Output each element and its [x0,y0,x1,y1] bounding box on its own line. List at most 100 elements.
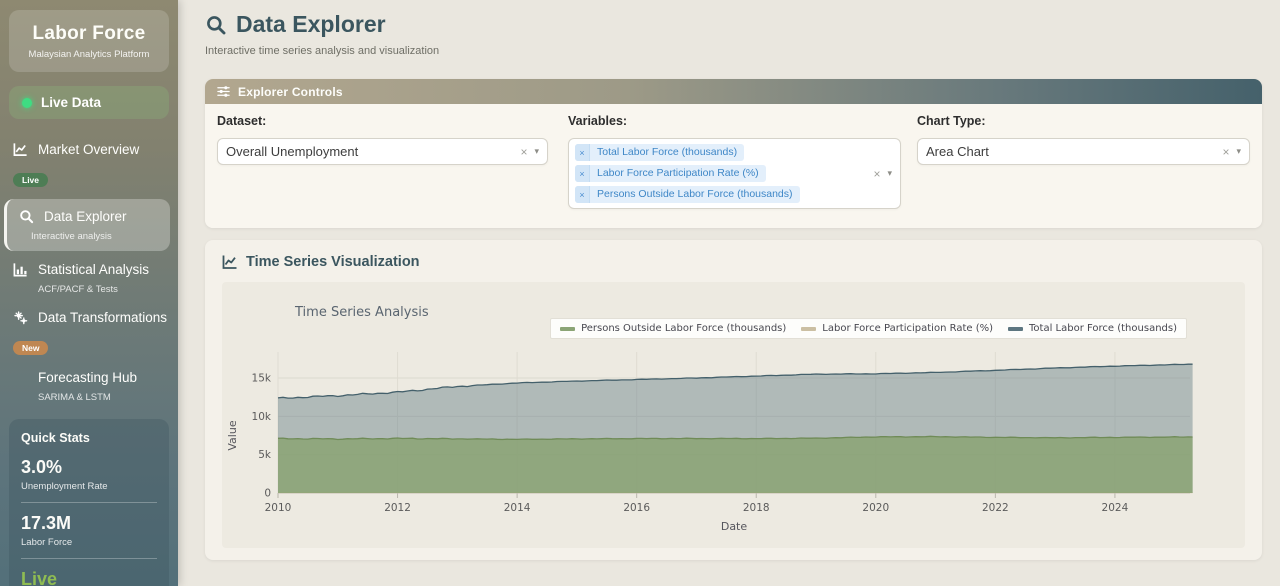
chevron-down-icon[interactable]: ▾ [1236,146,1241,156]
sidebar-item-label: Forecasting Hub [38,370,138,385]
legend-label: Total Labor Force (thousands) [1029,323,1177,334]
clear-icon[interactable]: × [1222,144,1230,159]
svg-text:5k: 5k [258,449,272,461]
chart-line-icon [13,142,28,157]
chart-type-select[interactable]: Area Chart × ▾ [917,138,1250,165]
sliders-icon [217,85,230,98]
clear-icon[interactable]: × [873,166,881,181]
svg-text:0: 0 [264,488,271,500]
divider [21,558,157,559]
variables-control: Variables: × Total Labor Force (thousands… [568,114,901,209]
legend-swatch [801,326,817,331]
live-status-dot-icon [22,97,32,108]
explorer-controls-title: Explorer Controls [238,84,343,99]
viz-header: Time Series Visualization [222,254,420,270]
remove-tag-icon[interactable]: × [575,186,590,203]
remove-tag-icon[interactable]: × [575,165,590,182]
sidebar-item-label: Data Explorer [44,209,127,224]
quick-stat: 3.0% Unemployment Rate [21,457,157,492]
sidebar-item-data-transformations[interactable]: Data Transformations [0,303,172,331]
legend-item[interactable]: Persons Outside Labor Force (thousands) [560,323,786,334]
dataset-control: Dataset: Overall Unemployment × ▾ [217,114,548,165]
sidebar-item-label: Statistical Analysis [38,262,150,277]
sidebar-header: Labor Force Malaysian Analytics Platform [9,10,169,72]
badge-new: New [13,341,49,355]
dataset-label: Dataset: [217,114,267,128]
clear-icon[interactable]: × [520,144,528,159]
quick-stats-title: Quick Stats [21,431,90,445]
sidebar-nav: Market Overview Live Data Explorer Interact… [0,135,178,409]
variables-multiselect[interactable]: × Total Labor Force (thousands) × Labor For… [568,138,901,209]
sidebar-item-data-explorer[interactable]: Data Explorer Interactive analysis [4,199,170,251]
svg-text:15k: 15k [252,373,272,385]
spacer [13,370,28,385]
chevron-down-icon[interactable]: ▾ [887,168,892,178]
dataset-value: Overall Unemployment [226,144,359,159]
chart-title: Time Series Analysis [295,305,429,320]
sidebar: Labor Force Malaysian Analytics Platform… [0,0,178,586]
chart-type-value: Area Chart [926,144,989,159]
chart-line-icon [222,254,238,270]
app-subtitle: Malaysian Analytics Platform [28,49,150,60]
svg-text:Date: Date [721,520,748,533]
legend-item[interactable]: Labor Force Participation Rate (%) [801,323,993,334]
live-data-label: Live Data [41,95,102,110]
dataset-select[interactable]: Overall Unemployment × ▾ [217,138,548,165]
svg-text:10k: 10k [252,411,272,423]
svg-text:2020: 2020 [862,502,889,514]
chart-panel: Time Series Analysis 2010 2012 2014 2016 201… [222,282,1245,548]
stat-value: Live [21,569,58,586]
page-subtitle: Interactive time series analysis and vis… [205,45,440,57]
sidebar-item-subtitle: ACF/PACF & Tests [38,284,118,295]
tag-label: Labor Force Participation Rate (%) [597,167,759,179]
viz-title: Time Series Visualization [246,254,420,270]
variable-tag[interactable]: × Persons Outside Labor Force (thousands) [575,186,800,203]
svg-text:2012: 2012 [384,502,411,514]
variable-tag[interactable]: × Total Labor Force (thousands) [575,144,745,161]
search-icon [205,14,227,36]
live-data-button[interactable]: Live Data [9,86,169,119]
remove-tag-icon[interactable]: × [575,144,590,161]
divider [21,502,157,503]
area-chart[interactable]: 2010 2012 2014 2016 2018 2020 2022 2024 0 5k 10k 15… [222,282,1245,548]
time-series-viz-card: Time Series Visualization Time Series An… [205,240,1262,560]
chevron-down-icon[interactable]: ▾ [534,146,539,156]
chart-type-label: Chart Type: [917,114,986,128]
search-icon [19,209,34,224]
sidebar-item-forecasting-hub[interactable]: Forecasting Hub SARIMA & LSTM [0,363,172,409]
sidebar-item-market-overview[interactable]: Market Overview [0,135,172,163]
chart-type-control: Chart Type: Area Chart × ▾ [917,114,1250,165]
sidebar-item-label: Market Overview [38,142,140,157]
main-content: Data Explorer Interactive time series an… [178,0,1280,586]
stat-label: Unemployment Rate [21,481,108,492]
svg-text:2010: 2010 [265,502,292,514]
explorer-controls-body: Dataset: Overall Unemployment × ▾ Variab… [205,104,1262,228]
tag-label: Total Labor Force (thousands) [597,146,738,158]
svg-text:2024: 2024 [1102,502,1129,514]
svg-text:Value: Value [226,420,239,450]
variables-label: Variables: [568,114,628,128]
quick-stats-list: 3.0% Unemployment Rate 17.3M Labor Force Liv… [21,457,157,586]
svg-text:2014: 2014 [504,502,531,514]
variables-tags: × Total Labor Force (thousands) × Labor For… [575,144,868,203]
tag-label: Persons Outside Labor Force (thousands) [597,188,793,200]
stat-value: 3.0% [21,457,63,477]
app-title: Labor Force [32,23,146,44]
explorer-controls-header[interactable]: Explorer Controls [205,79,1262,104]
variable-tag[interactable]: × Labor Force Participation Rate (%) [575,165,766,182]
legend-item[interactable]: Total Labor Force (thousands) [1008,323,1177,334]
bar-chart-icon [13,262,28,277]
page-header: Data Explorer Interactive time series an… [205,11,439,57]
svg-text:2018: 2018 [743,502,770,514]
sidebar-item-subtitle: SARIMA & LSTM [38,392,111,403]
quick-stat: 17.3M Labor Force [21,513,157,548]
sidebar-item-label: Data Transformations [38,310,168,325]
page-title: Data Explorer [236,11,386,37]
sidebar-item-statistical-analysis[interactable]: Statistical Analysis ACF/PACF & Tests [0,255,172,301]
chart-legend: Persons Outside Labor Force (thousands) L… [550,318,1187,339]
legend-swatch [560,326,576,331]
stat-label: Labor Force [21,537,73,548]
svg-text:2016: 2016 [623,502,650,514]
legend-swatch [1008,326,1024,331]
badge-live: Live [13,173,49,187]
